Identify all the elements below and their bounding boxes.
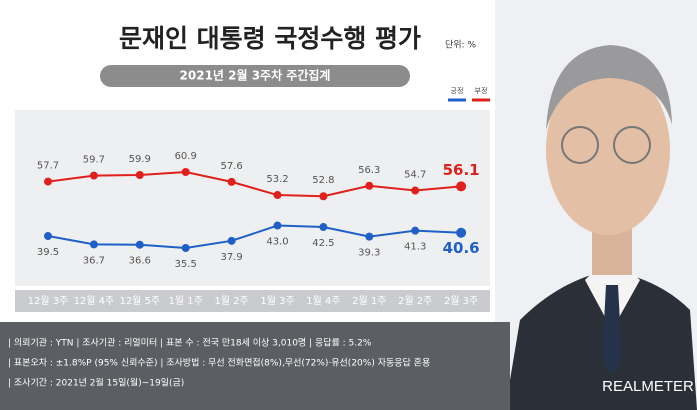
point [319, 192, 328, 201]
point [44, 177, 52, 186]
point [319, 223, 328, 232]
brand: REALMETER [602, 378, 694, 395]
point [135, 240, 144, 249]
value-label: 41.3 [404, 242, 426, 253]
footer-line: | 의뢰기관 : YTN | 조사기관 : 리얼미터 | 표본 수 : 전국 만… [8, 337, 372, 349]
point [181, 244, 190, 252]
value-label: 56.1 [443, 161, 480, 179]
point [89, 240, 98, 249]
value-label: 52.8 [312, 175, 334, 186]
value-label: 53.2 [266, 174, 288, 185]
point [411, 226, 420, 235]
legend-label: 긍정 [451, 86, 464, 95]
x-tick-label: 2월 3주 [444, 295, 478, 307]
value-label: 39.5 [37, 247, 59, 258]
value-label: 59.7 [83, 155, 105, 166]
point [273, 191, 282, 200]
hair [546, 45, 672, 130]
category-strip [15, 290, 490, 312]
point [273, 221, 282, 230]
footer-box [0, 322, 510, 410]
glasses-right [613, 126, 651, 164]
value-label: 43.0 [266, 237, 288, 248]
point [89, 171, 98, 180]
value-label: 57.7 [37, 161, 59, 172]
value-label: 60.9 [175, 151, 197, 162]
value-label: 39.3 [358, 248, 380, 259]
x-tick-label: 1월 3주 [260, 295, 294, 307]
point [456, 181, 467, 192]
value-label: 40.6 [443, 239, 480, 257]
x-tick-label: 2월 1주 [352, 295, 386, 307]
x-tick-label: 12월 5주 [119, 295, 160, 307]
x-tick-label: 2월 2주 [398, 295, 432, 307]
series-line [47, 170, 462, 198]
value-label: 36.6 [129, 256, 151, 267]
x-tick-label: 12월 4주 [74, 295, 115, 307]
point [44, 232, 52, 241]
x-tick-label: 1월 1주 [169, 295, 203, 307]
x-tick-label: 1월 4주 [306, 295, 340, 307]
tie [602, 285, 622, 375]
point [365, 181, 374, 190]
x-tick-label: 1월 2주 [214, 295, 248, 307]
value-label: 36.7 [83, 255, 105, 266]
plot-area [15, 110, 490, 286]
suit [505, 270, 697, 410]
value-label: 35.5 [175, 259, 197, 270]
value-label: 56.3 [358, 165, 380, 176]
footer-line: | 조사기간 : 2021년 2월 15일(월)~19일(금) [8, 377, 184, 389]
value-label: 37.9 [220, 252, 242, 263]
value-label: 42.5 [312, 238, 334, 249]
point [365, 232, 374, 241]
series-line [47, 224, 462, 250]
footer-line: | 표본오차 : ±1.8%P (95% 신뢰수준) | 조사방법 : 무선 전… [8, 357, 430, 369]
point [135, 170, 144, 179]
point [227, 236, 236, 245]
x-tick-label: 12월 3주 [28, 295, 69, 307]
value-label: 57.6 [220, 161, 242, 172]
point [227, 177, 236, 186]
value-label: 54.7 [404, 170, 426, 181]
glasses-left [561, 126, 599, 164]
point [456, 227, 467, 238]
point [181, 168, 190, 176]
portrait [495, 0, 697, 410]
face [546, 65, 670, 235]
subtitle: 2021년 2월 3주차 주간집계 [180, 68, 331, 83]
unit-label: 단위: % [445, 40, 476, 51]
point [411, 186, 420, 195]
value-label: 59.9 [129, 154, 151, 165]
subtitle-bar [100, 65, 410, 87]
chart-title: 문재인 대통령 국정수행 평가 [119, 24, 421, 53]
legend-label: 부정 [475, 86, 488, 95]
